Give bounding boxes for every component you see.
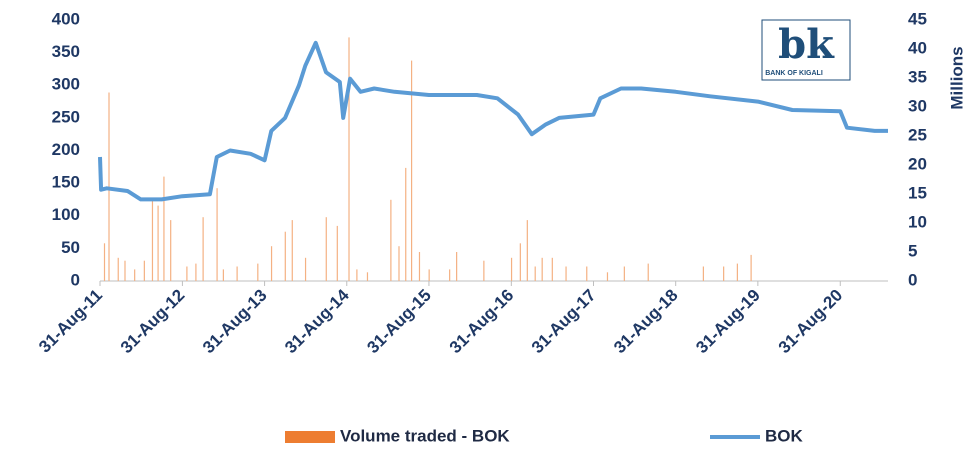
y-tick-label: 300	[52, 75, 80, 94]
volume-bar	[623, 266, 625, 281]
x-tick-label: 31-Aug-14	[281, 285, 353, 357]
y2-tick-label: 10	[908, 212, 927, 231]
volume-bar	[366, 272, 369, 281]
y-tick-label: 0	[71, 270, 80, 289]
volume-bar	[103, 243, 106, 281]
volume-bar	[202, 217, 204, 281]
volume-bar	[405, 167, 407, 281]
volume-bar	[270, 246, 273, 281]
volume-bar	[195, 263, 197, 281]
volume-bar	[284, 231, 286, 281]
y2-tick-label: 25	[908, 125, 927, 144]
legend-label: BOK	[765, 426, 804, 445]
volume-bar	[134, 269, 136, 281]
logo: bk BANK OF KIGALI	[761, 19, 851, 81]
volume-bar	[456, 252, 458, 281]
y2-tick-label: 0	[908, 270, 917, 289]
volume-bar	[519, 243, 521, 281]
x-tick-label: 31-Aug-13	[199, 286, 271, 358]
legend-swatch	[285, 431, 335, 443]
x-tick-label: 31-Aug-11	[35, 286, 106, 357]
volume-bar	[428, 269, 430, 281]
x-tick-label: 31-Aug-18	[610, 286, 682, 358]
y2-axis-label: Millions	[947, 46, 966, 109]
volume-bar	[186, 266, 188, 281]
price-line	[98, 40, 888, 202]
volume-bar	[534, 266, 536, 281]
volume-bar	[647, 263, 649, 281]
volume-bar	[257, 263, 259, 281]
volume-bar	[418, 252, 421, 281]
y-tick-label: 150	[52, 173, 80, 192]
x-tick-label: 31-Aug-20	[775, 286, 847, 358]
volume-bar	[157, 205, 159, 281]
volume-bar	[723, 266, 725, 281]
volume-bar	[236, 266, 238, 281]
volume-bar	[551, 257, 553, 281]
volume-bar	[390, 199, 392, 281]
y2-tick-label: 30	[908, 96, 927, 115]
volume-bar	[216, 188, 218, 281]
volume-bar	[526, 220, 528, 281]
volume-bar	[510, 257, 513, 281]
y-tick-label: 50	[61, 238, 80, 257]
volume-bar	[702, 266, 704, 281]
y2-tick-label: 20	[908, 154, 927, 173]
volume-bar	[348, 37, 350, 282]
volume-bar	[356, 269, 358, 281]
volume-bar	[449, 269, 451, 281]
y2-tick-label: 45	[908, 9, 927, 28]
volume-bar	[541, 257, 543, 281]
volume-bar	[606, 272, 609, 281]
volume-bar	[291, 220, 293, 281]
y-tick-label: 350	[52, 42, 80, 61]
volume-bar	[586, 266, 588, 281]
volume-bar	[410, 60, 413, 281]
x-tick-label: 31-Aug-15	[363, 286, 435, 358]
volume-bar	[736, 263, 738, 281]
volume-bar	[222, 269, 224, 281]
volume-bar	[117, 257, 119, 281]
x-tick-label: 31-Aug-19	[692, 286, 764, 358]
y-tick-label: 400	[52, 9, 80, 28]
logo-mark: bk	[778, 21, 835, 68]
logo-frame	[761, 19, 851, 81]
legend-label: Volume traded - BOK	[340, 426, 510, 445]
volume-bar	[143, 260, 145, 281]
volume-bar	[336, 225, 338, 281]
volume-bar	[750, 254, 752, 281]
y-tick-label: 200	[52, 140, 80, 159]
x-tick-label: 31-Aug-16	[446, 286, 518, 358]
volume-bar	[151, 199, 154, 281]
y2-tick-label: 5	[908, 241, 917, 260]
y-tick-label: 100	[52, 205, 80, 224]
y2-tick-label: 15	[908, 183, 927, 202]
volume-bar	[398, 246, 400, 281]
volume-bar	[304, 257, 307, 281]
volume-bar	[325, 217, 327, 281]
y2-tick-label: 40	[908, 38, 927, 57]
volume-bar	[170, 220, 172, 281]
x-tick-label: 31-Aug-17	[528, 286, 600, 358]
y-tick-label: 250	[52, 107, 80, 126]
volume-bar	[565, 266, 567, 281]
y2-tick-label: 35	[908, 67, 927, 86]
volume-bar	[163, 176, 165, 281]
logo-name: BANK OF KIGALI	[765, 70, 823, 77]
x-tick-label: 31-Aug-12	[117, 286, 189, 358]
volume-bar	[483, 260, 485, 281]
volume-bar	[124, 260, 126, 281]
